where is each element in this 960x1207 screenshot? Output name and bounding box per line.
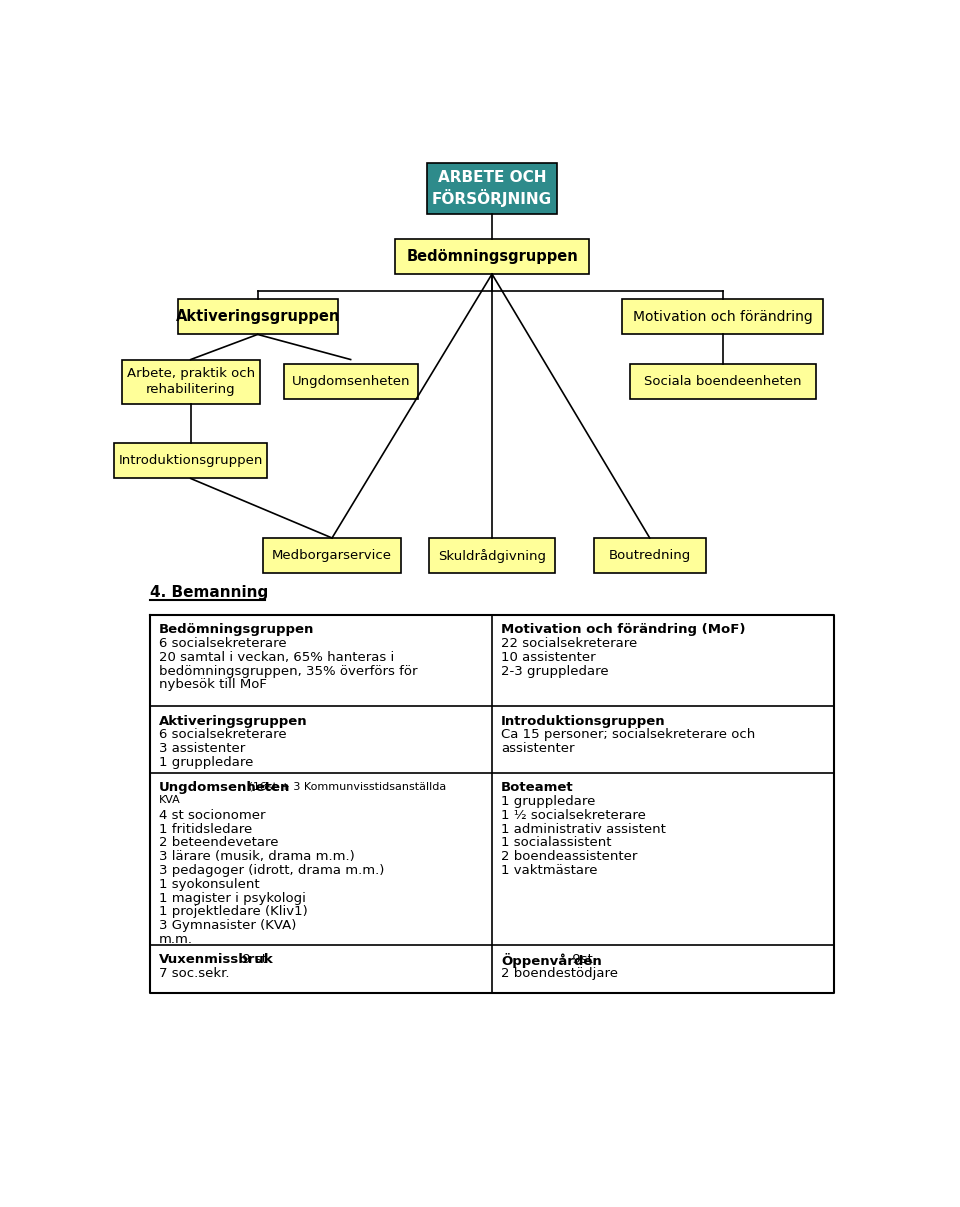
Text: 1 administrativ assistent: 1 administrativ assistent <box>501 823 666 835</box>
Text: 3 Gymnasister (KVA): 3 Gymnasister (KVA) <box>158 919 296 932</box>
Text: Bedömningsgruppen: Bedömningsgruppen <box>158 624 314 636</box>
Text: 6 socialsekreterare: 6 socialsekreterare <box>158 728 286 741</box>
Text: Introduktionsgruppen: Introduktionsgruppen <box>118 454 263 467</box>
Text: Öppenvården: Öppenvården <box>501 954 602 968</box>
Text: 2 boendeassistenter: 2 boendeassistenter <box>501 850 637 863</box>
Text: Skuldrådgivning: Skuldrådgivning <box>438 549 546 562</box>
Text: 6 socialsekreterare: 6 socialsekreterare <box>158 637 286 651</box>
Text: 1 fritidsledare: 1 fritidsledare <box>158 823 252 835</box>
FancyBboxPatch shape <box>429 538 555 573</box>
Text: 7 soc.sekr.: 7 soc.sekr. <box>158 967 229 980</box>
Text: ARBETE OCH
FÖRSÖRJNING: ARBETE OCH FÖRSÖRJNING <box>432 170 552 208</box>
Text: Boutredning: Boutredning <box>609 549 691 562</box>
Text: Aktiveringsgruppen: Aktiveringsgruppen <box>158 715 307 728</box>
Text: 1 projektledare (Kliv1): 1 projektledare (Kliv1) <box>158 905 307 919</box>
Text: Introduktionsgruppen: Introduktionsgruppen <box>501 715 665 728</box>
Text: 1 syokonsulent: 1 syokonsulent <box>158 877 259 891</box>
Text: KVA: KVA <box>158 795 180 805</box>
Text: 4 st socionomer: 4 st socionomer <box>158 809 265 822</box>
Text: Ungdomsenheten: Ungdomsenheten <box>158 781 290 794</box>
Text: 3 assistenter: 3 assistenter <box>158 742 245 756</box>
Text: Motivation och förändring: Motivation och förändring <box>633 310 812 323</box>
Text: 1 vaktmästare: 1 vaktmästare <box>501 864 597 877</box>
Text: Boteamet: Boteamet <box>501 781 573 794</box>
FancyBboxPatch shape <box>630 365 816 400</box>
Text: 3 pedagoger (idrott, drama m.m.): 3 pedagoger (idrott, drama m.m.) <box>158 864 384 877</box>
Text: 1 gruppledare: 1 gruppledare <box>158 756 253 769</box>
Text: Bedömningsgruppen: Bedömningsgruppen <box>406 249 578 264</box>
Text: 1 gruppledare: 1 gruppledare <box>501 795 595 809</box>
FancyBboxPatch shape <box>396 239 588 274</box>
Text: 2 beteendevetare: 2 beteendevetare <box>158 836 278 850</box>
FancyBboxPatch shape <box>122 360 259 404</box>
Text: 2 boendestödjare: 2 boendestödjare <box>501 967 618 980</box>
FancyBboxPatch shape <box>178 299 338 334</box>
Text: 4. Bemanning: 4. Bemanning <box>150 585 268 600</box>
Text: Arbete, praktik och
rehabilitering: Arbete, praktik och rehabilitering <box>127 367 254 396</box>
Text: 9 st: 9 st <box>238 954 268 967</box>
Text: 22 socialsekreterare: 22 socialsekreterare <box>501 637 637 651</box>
Text: Ungdomsenheten: Ungdomsenheten <box>292 375 410 389</box>
Text: 9st: 9st <box>568 954 593 967</box>
Text: Aktiveringsgruppen: Aktiveringsgruppen <box>176 309 340 325</box>
Text: 1 socialassistent: 1 socialassistent <box>501 836 612 850</box>
FancyBboxPatch shape <box>114 443 267 478</box>
FancyBboxPatch shape <box>284 365 418 400</box>
FancyBboxPatch shape <box>427 163 557 214</box>
Text: Motivation och förändring (MoF): Motivation och förändring (MoF) <box>501 624 745 636</box>
Text: 1 ½ socialsekreterare: 1 ½ socialsekreterare <box>501 809 646 822</box>
Text: Medborgarservice: Medborgarservice <box>272 549 392 562</box>
Text: (16st + 3 Kommunvisstidsanställda: (16st + 3 Kommunvisstidsanställda <box>245 781 445 792</box>
Text: 3 lärare (musik, drama m.m.): 3 lärare (musik, drama m.m.) <box>158 850 354 863</box>
Text: Ca 15 personer; socialsekreterare och: Ca 15 personer; socialsekreterare och <box>501 728 756 741</box>
Text: Sociala boendeenheten: Sociala boendeenheten <box>644 375 802 389</box>
Text: Vuxenmissbruk: Vuxenmissbruk <box>158 954 274 967</box>
FancyBboxPatch shape <box>594 538 706 573</box>
FancyBboxPatch shape <box>263 538 401 573</box>
Text: nybesök till MoF: nybesök till MoF <box>158 678 267 692</box>
Text: 1 magister i psykologi: 1 magister i psykologi <box>158 892 305 904</box>
Text: bedömningsgruppen, 35% överförs för: bedömningsgruppen, 35% överförs för <box>158 665 418 678</box>
Text: 2-3 gruppledare: 2-3 gruppledare <box>501 665 609 678</box>
Text: 20 samtal i veckan, 65% hanteras i: 20 samtal i veckan, 65% hanteras i <box>158 651 394 664</box>
Text: 10 assistenter: 10 assistenter <box>501 651 595 664</box>
FancyBboxPatch shape <box>622 299 823 334</box>
Text: assistenter: assistenter <box>501 742 574 756</box>
Text: m.m.: m.m. <box>158 933 193 946</box>
